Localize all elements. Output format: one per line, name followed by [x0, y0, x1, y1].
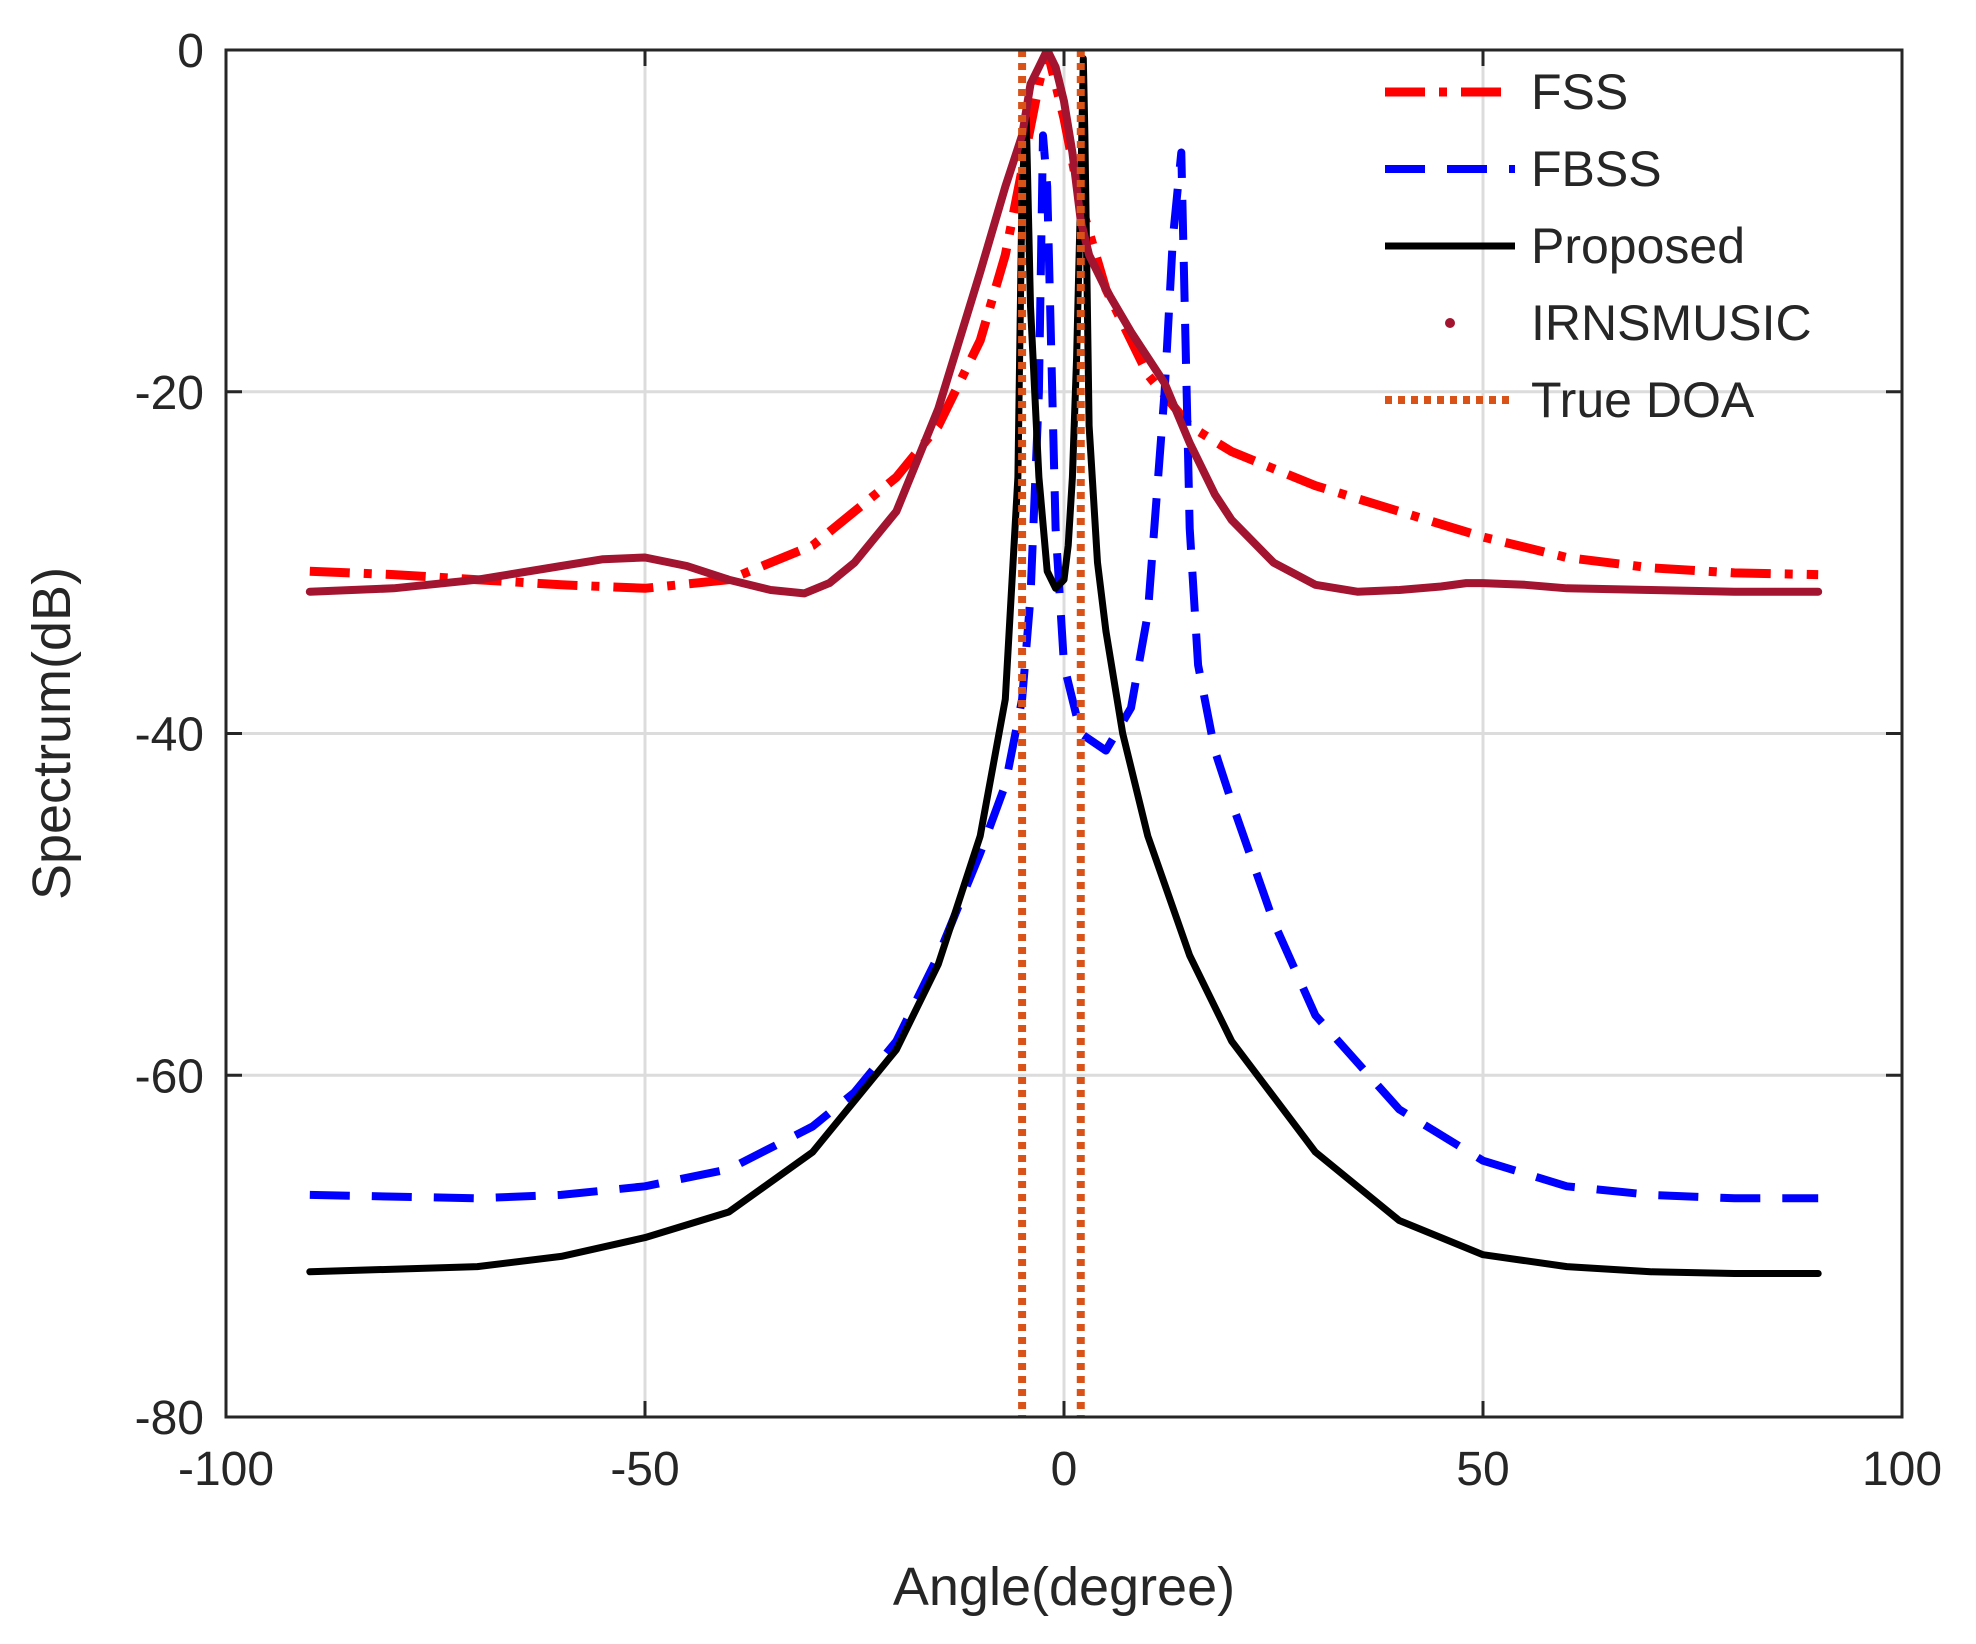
legend-entry-true-doa: True DOA: [1385, 372, 1755, 428]
series-irnsmusic-line: [305, 50, 1823, 598]
grid-layer: [226, 50, 1902, 1417]
legend-label-fss: FSS: [1531, 64, 1628, 120]
legend-label-proposed: Proposed: [1531, 218, 1745, 274]
series-fss-line: [309, 50, 1819, 593]
x-tick-label: -100: [178, 1443, 274, 1496]
series-fbss-line: [309, 131, 1819, 1203]
legend-label-true-doa: True DOA: [1531, 372, 1755, 428]
legend-entry-proposed: Proposed: [1385, 218, 1745, 274]
x-tick-label: 100: [1862, 1443, 1942, 1496]
legend-label-irnsmusic: IRNSMUSIC: [1531, 295, 1812, 351]
y-tick-label: -60: [135, 1050, 204, 1103]
y-tick-label: -40: [135, 709, 204, 762]
series-layer: [305, 50, 1823, 1417]
y-tick-label: 0: [177, 25, 204, 78]
x-axis-title: Angle(degree): [893, 1557, 1235, 1617]
x-tick-label: -50: [610, 1443, 679, 1496]
x-tick-label: 50: [1456, 1443, 1509, 1496]
legend: FSS FBSS Proposed IRNSMUSIC True DOA: [1385, 64, 1812, 428]
legend-label-fbss: FBSS: [1531, 141, 1662, 197]
y-axis-title: Spectrum(dB): [22, 567, 82, 900]
tick-layer: -100 -50 0 50 100 0 -20 -40 -60 -80: [135, 25, 1942, 1496]
x-tick-label: 0: [1051, 1443, 1078, 1496]
legend-entry-fss: FSS: [1385, 64, 1628, 120]
series-proposed-line: [306, 55, 1822, 1277]
y-tick-label: -80: [135, 1392, 204, 1445]
y-tick-label: -20: [135, 367, 204, 420]
legend-entry-fbss: FBSS: [1385, 141, 1662, 197]
legend-swatch-irnsmusic: [1445, 318, 1455, 328]
legend-entry-irnsmusic: IRNSMUSIC: [1445, 295, 1812, 351]
